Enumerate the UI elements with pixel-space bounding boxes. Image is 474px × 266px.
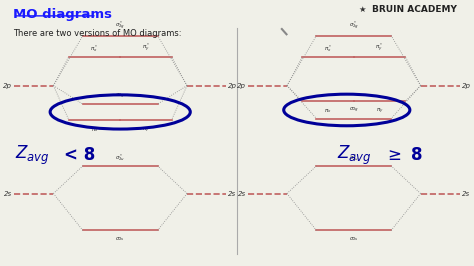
Text: 2s: 2s	[228, 190, 236, 197]
Text: $\sigma_{2g}$: $\sigma_{2g}$	[349, 106, 359, 115]
Text: $Z_{avg}$: $Z_{avg}$	[15, 144, 50, 167]
Text: 2s: 2s	[462, 190, 470, 197]
Text: $\geq$ 8: $\geq$ 8	[384, 146, 423, 164]
Text: $\pi_x$: $\pi_x$	[91, 126, 98, 134]
Text: $\sigma_{2s}$: $\sigma_{2s}$	[115, 235, 125, 243]
Text: $\sigma_{2u}^*$: $\sigma_{2u}^*$	[349, 152, 359, 163]
Text: $\pi_y^*$: $\pi_y^*$	[142, 41, 150, 53]
Text: 2p: 2p	[237, 83, 246, 89]
Text: $\sigma_{2s}$: $\sigma_{2s}$	[349, 235, 359, 243]
Text: $\sigma_{2g}$: $\sigma_{2g}$	[115, 92, 125, 101]
Text: MO diagrams: MO diagrams	[13, 8, 112, 21]
Text: $\sigma_{2u}^*$: $\sigma_{2u}^*$	[115, 152, 125, 163]
Text: 2p: 2p	[462, 83, 471, 89]
Text: $\pi_y$: $\pi_y$	[376, 107, 383, 117]
Text: BRUIN ACADEMY: BRUIN ACADEMY	[372, 5, 456, 14]
Text: ★: ★	[358, 5, 366, 14]
Text: < 8: < 8	[64, 146, 95, 164]
Text: 2p: 2p	[228, 83, 237, 89]
Text: 2p: 2p	[3, 83, 12, 89]
Text: $\pi_x^*$: $\pi_x^*$	[91, 43, 99, 53]
Text: $\sigma_{2g}^*$: $\sigma_{2g}^*$	[115, 20, 125, 32]
Text: $\pi_y^*$: $\pi_y^*$	[375, 41, 383, 53]
Text: $\pi_x$: $\pi_x$	[324, 107, 332, 115]
Text: $\sigma_{2g}^*$: $\sigma_{2g}^*$	[349, 20, 359, 32]
Text: $Z_{avg}$: $Z_{avg}$	[337, 144, 372, 167]
Text: 2s: 2s	[4, 190, 12, 197]
Text: $\pi_x^*$: $\pi_x^*$	[324, 43, 332, 53]
Text: $\pi_y$: $\pi_y$	[142, 126, 150, 135]
Text: There are two versions of MO diagrams:: There are two versions of MO diagrams:	[13, 29, 181, 38]
Text: 2s: 2s	[238, 190, 246, 197]
